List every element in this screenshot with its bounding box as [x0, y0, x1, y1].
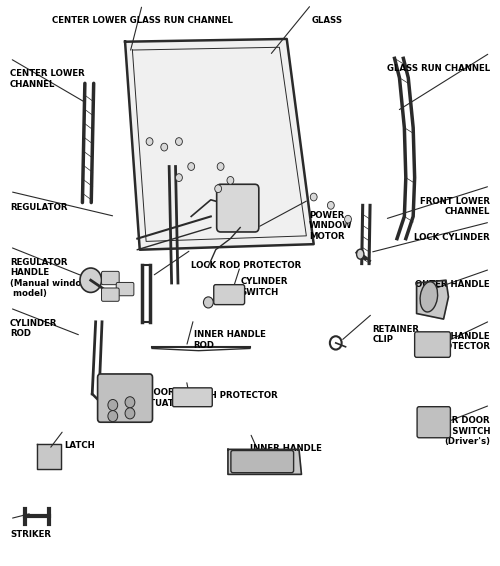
Circle shape: [310, 193, 317, 201]
Text: CYLINDER
SWITCH: CYLINDER SWITCH: [240, 277, 288, 297]
FancyBboxPatch shape: [102, 271, 119, 285]
FancyBboxPatch shape: [231, 451, 294, 473]
Circle shape: [328, 201, 334, 209]
Text: INNER HANDLE
ROD: INNER HANDLE ROD: [194, 330, 266, 350]
Circle shape: [227, 177, 234, 185]
Polygon shape: [416, 280, 448, 319]
Circle shape: [188, 162, 194, 170]
Text: OUTER HANDLE
PROTECTOR: OUTER HANDLE PROTECTOR: [416, 332, 490, 351]
Ellipse shape: [420, 282, 438, 312]
Circle shape: [176, 174, 182, 182]
Text: GLASS: GLASS: [311, 16, 342, 25]
Text: STRIKER: STRIKER: [10, 530, 51, 539]
Circle shape: [204, 297, 213, 308]
Text: FRONT LOWER
CHANNEL: FRONT LOWER CHANNEL: [420, 197, 490, 216]
Text: GLASS RUN CHANNEL: GLASS RUN CHANNEL: [387, 64, 490, 73]
Circle shape: [125, 408, 135, 419]
FancyBboxPatch shape: [417, 407, 450, 438]
Text: REGULATOR
HANDLE
(Manual window
 model): REGULATOR HANDLE (Manual window model): [10, 258, 90, 298]
FancyBboxPatch shape: [102, 288, 119, 301]
Ellipse shape: [356, 249, 364, 259]
Text: LATCH: LATCH: [64, 441, 94, 450]
FancyBboxPatch shape: [116, 282, 134, 296]
Circle shape: [125, 397, 135, 408]
Text: REGULATOR: REGULATOR: [10, 203, 68, 212]
Polygon shape: [125, 39, 314, 250]
Text: CYLINDER
ROD: CYLINDER ROD: [10, 319, 58, 338]
Text: RETAINER
CLIP: RETAINER CLIP: [372, 324, 420, 344]
Circle shape: [108, 410, 118, 422]
Circle shape: [214, 185, 222, 192]
FancyBboxPatch shape: [172, 388, 212, 407]
FancyBboxPatch shape: [414, 332, 450, 357]
Text: LATCH PROTECTOR: LATCH PROTECTOR: [186, 391, 278, 400]
Circle shape: [217, 162, 224, 170]
Text: OUTER HANDLE: OUTER HANDLE: [416, 280, 490, 289]
Text: CENTER LOWER
CHANNEL: CENTER LOWER CHANNEL: [10, 70, 85, 89]
FancyBboxPatch shape: [216, 185, 259, 232]
Polygon shape: [37, 444, 62, 469]
FancyBboxPatch shape: [98, 374, 152, 422]
Circle shape: [146, 138, 153, 145]
Circle shape: [176, 138, 182, 145]
Text: INNER HANDLE: INNER HANDLE: [250, 444, 322, 453]
Text: LOCK CYLINDER: LOCK CYLINDER: [414, 233, 490, 242]
Circle shape: [108, 400, 118, 410]
FancyBboxPatch shape: [214, 285, 244, 305]
Text: CENTER LOWER GLASS RUN CHANNEL: CENTER LOWER GLASS RUN CHANNEL: [52, 16, 233, 25]
Text: LOCK ROD PROTECTOR: LOCK ROD PROTECTOR: [191, 261, 302, 270]
Text: POWER DOOR
LOCK ACTUATOR: POWER DOOR LOCK ACTUATOR: [108, 388, 188, 408]
Text: POWER
WINDOW
MOTOR: POWER WINDOW MOTOR: [309, 211, 352, 241]
Circle shape: [344, 215, 352, 223]
Text: POWER DOOR
LOCK SWITCH
(Driver's): POWER DOOR LOCK SWITCH (Driver's): [424, 416, 490, 446]
Circle shape: [80, 268, 102, 293]
Circle shape: [161, 143, 168, 151]
Polygon shape: [228, 449, 302, 474]
